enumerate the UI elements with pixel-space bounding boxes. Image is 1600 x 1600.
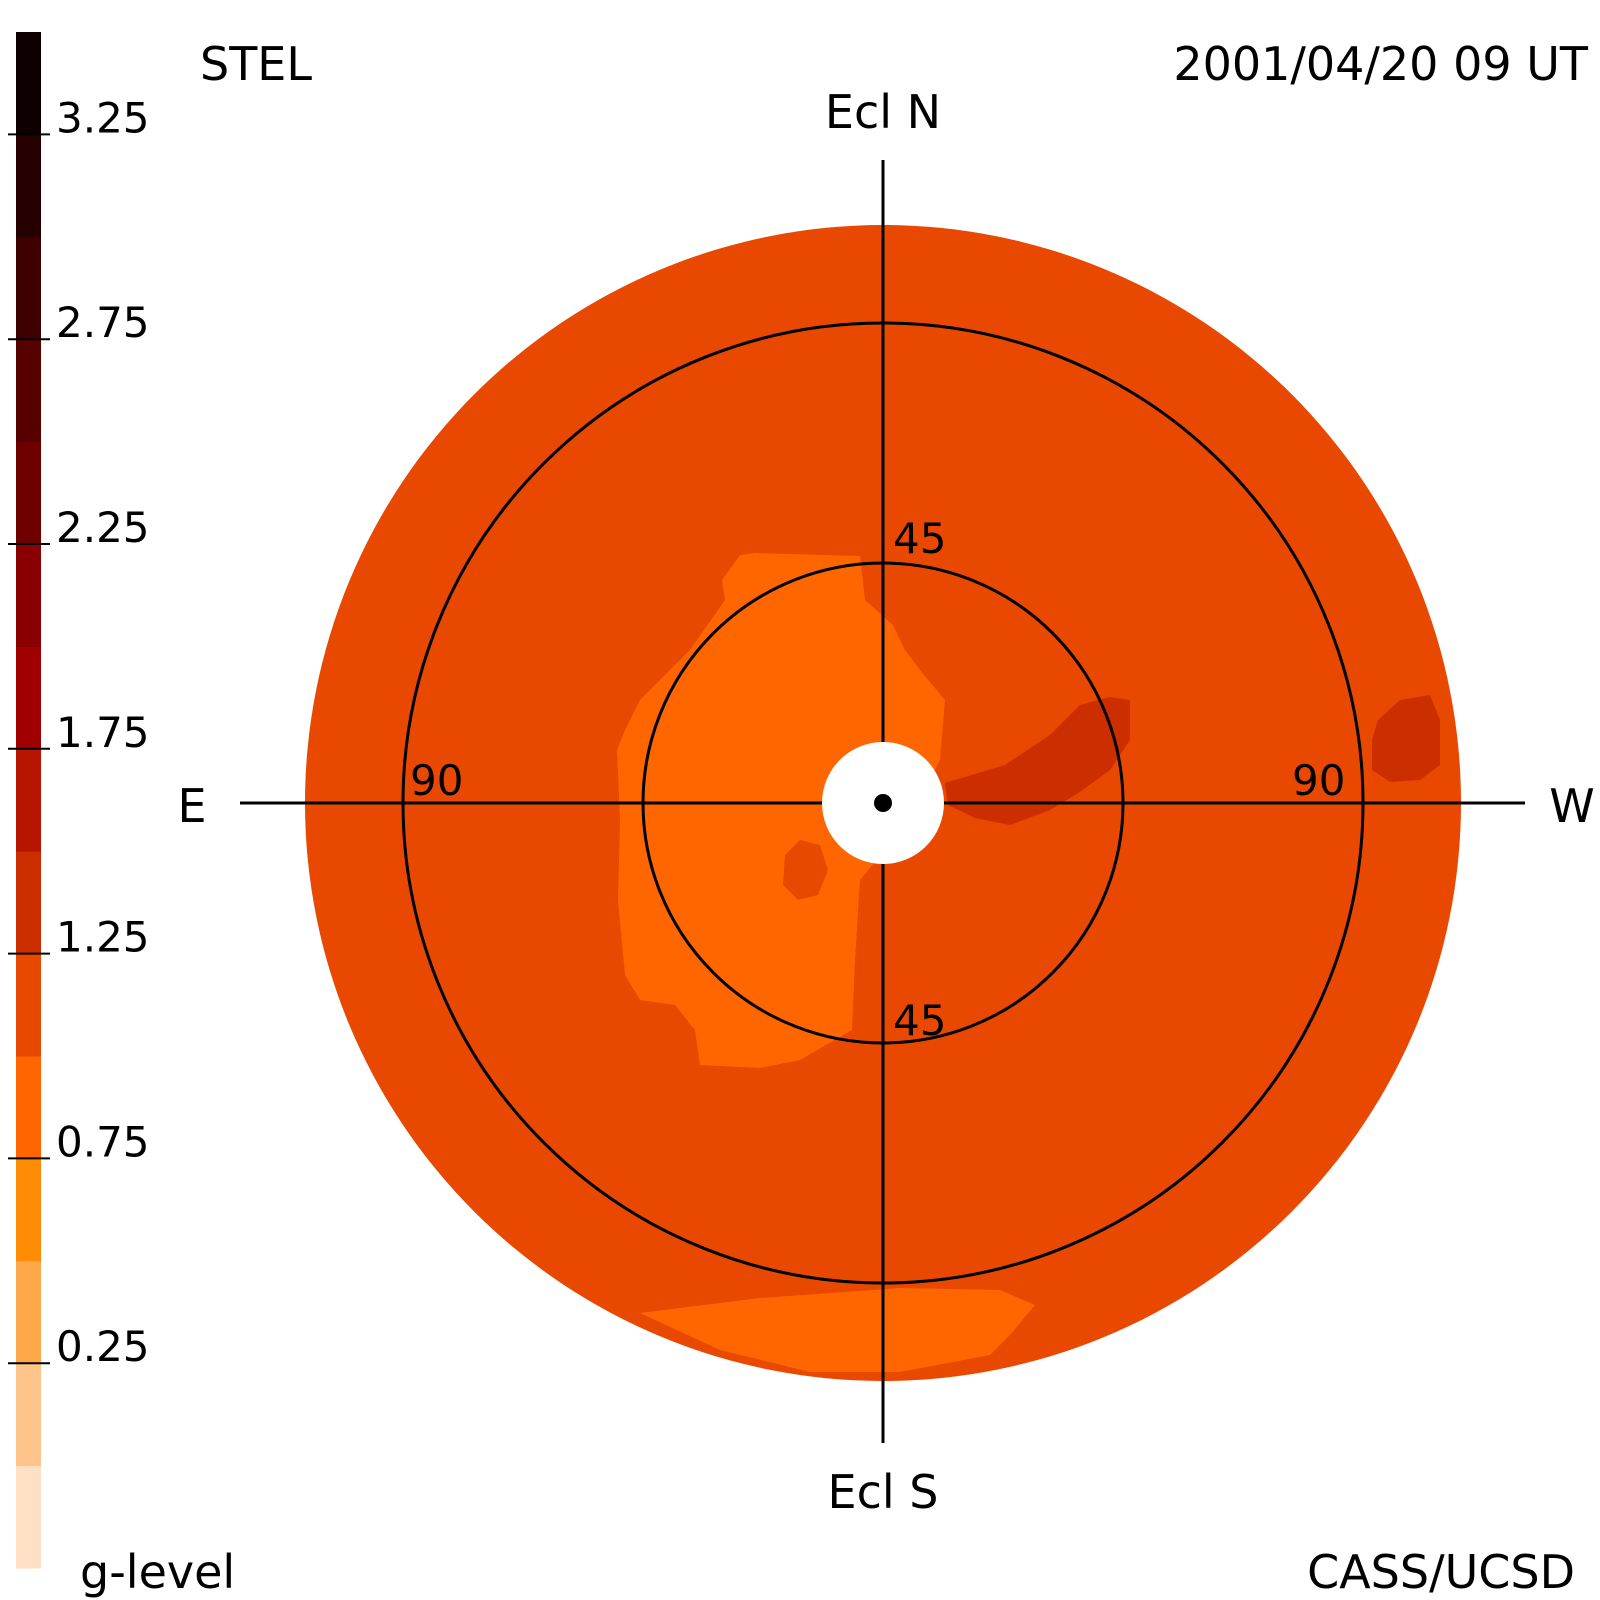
colorbar-tick-label: 3.25 (56, 93, 150, 142)
colorbar-band (16, 953, 41, 1057)
sun-center-marker (874, 794, 892, 812)
colorbar-band (16, 851, 41, 955)
enhanced-region-west-inner (945, 697, 1130, 825)
instrument-label: STEL (200, 37, 312, 91)
elongation-label-90-west: 90 (1292, 756, 1345, 805)
elongation-label-45-north: 45 (893, 514, 946, 563)
direction-label-south: Ecl S (828, 1465, 939, 1519)
colorbar-band (16, 1260, 41, 1364)
colorbar-tick-label: 1.75 (56, 708, 150, 757)
colorbar-band (16, 544, 41, 647)
colorbar: 3.25 2.75 2.25 1.75 1.25 0.75 0.25 (8, 32, 150, 1569)
colorbar-tick-label: 2.75 (56, 298, 150, 347)
colorbar-tick-label: 1.25 (56, 913, 150, 962)
colorbar-band (16, 1056, 41, 1159)
colorbar-tick-label: 0.75 (56, 1117, 150, 1166)
colorbar-band (16, 339, 41, 443)
colorbar-band (16, 646, 41, 750)
elongation-label-90-east: 90 (410, 756, 463, 805)
colorbar-band (16, 748, 41, 852)
colorbar-band (16, 236, 41, 340)
elongation-label-45-south: 45 (893, 996, 946, 1045)
colorbar-tick-label: 2.25 (56, 503, 150, 552)
direction-label-north: Ecl N (825, 85, 941, 139)
enhanced-region-south-edge (640, 1288, 1035, 1372)
enhanced-region-west-outer (1372, 695, 1440, 782)
colorbar-label: g-level (80, 1545, 235, 1599)
colorbar-band (16, 1465, 41, 1569)
direction-label-east: E (177, 779, 206, 833)
skymap: 45 45 90 90 (240, 160, 1525, 1443)
direction-label-west: W (1549, 779, 1594, 833)
small-patch-near-center (783, 840, 828, 900)
colorbar-band (16, 1363, 41, 1467)
colorbar-band (16, 32, 41, 135)
colorbar-tick-label: 0.25 (56, 1322, 150, 1371)
colorbar-band (16, 134, 41, 238)
timestamp-label: 2001/04/20 09 UT (1173, 37, 1589, 91)
enhanced-region-east-inner (617, 553, 945, 1068)
colorbar-band (16, 1158, 41, 1262)
colorbar-band (16, 441, 41, 545)
credit-label: CASS/UCSD (1307, 1545, 1575, 1599)
